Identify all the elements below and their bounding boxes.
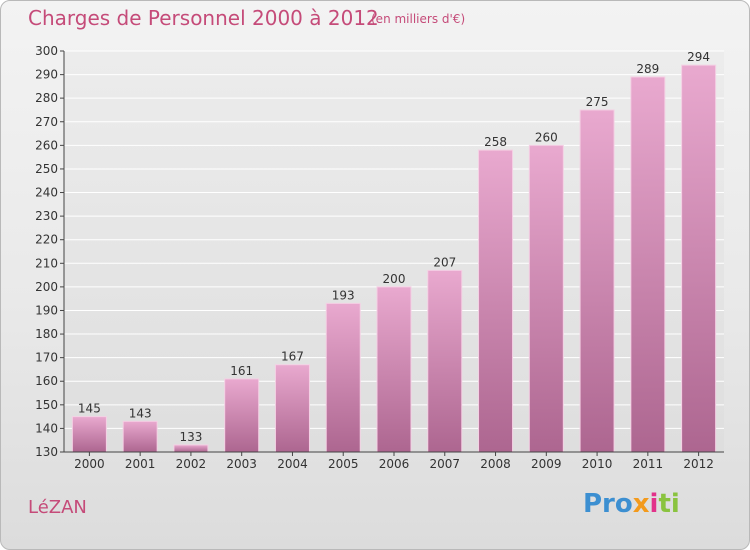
- x-tick-label: 2010: [582, 457, 613, 471]
- bar: [630, 76, 666, 453]
- bar-value-label: 161: [230, 364, 253, 378]
- logo-part-1: Pro: [583, 489, 633, 519]
- bar: [122, 420, 158, 453]
- bar-value-label: 294: [687, 50, 710, 64]
- bar-value-label: 200: [383, 272, 406, 286]
- bar-value-label: 275: [586, 95, 609, 109]
- proxiti-logo: Proxiti: [583, 489, 680, 519]
- y-tick-label: 260: [35, 138, 58, 152]
- bar: [376, 286, 412, 453]
- y-tick-label: 140: [35, 421, 58, 435]
- y-tick-label: 280: [35, 91, 58, 105]
- y-tick-label: 180: [35, 327, 58, 341]
- bar-value-label: 258: [484, 135, 507, 149]
- y-tick-label: 290: [35, 68, 58, 82]
- bar-value-label: 193: [332, 288, 355, 302]
- y-tick-label: 130: [35, 445, 58, 459]
- x-tick-label: 2007: [429, 457, 460, 471]
- bar: [325, 302, 361, 453]
- y-tick-label: 220: [35, 233, 58, 247]
- x-tick-label: 2008: [480, 457, 511, 471]
- bar-value-label: 133: [179, 430, 202, 444]
- x-tick-label: 2001: [125, 457, 156, 471]
- bar-value-label: 167: [281, 350, 304, 364]
- y-tick-label: 240: [35, 186, 58, 200]
- bar: [528, 144, 564, 453]
- bar-value-label: 289: [636, 62, 659, 76]
- y-tick-label: 230: [35, 209, 58, 223]
- bar: [427, 269, 463, 453]
- y-tick-label: 160: [35, 374, 58, 388]
- y-tick-label: 190: [35, 303, 58, 317]
- y-tick-label: 150: [35, 398, 58, 412]
- y-tick-label: 270: [35, 115, 58, 129]
- x-tick-label: 2004: [277, 457, 308, 471]
- chart-subtitle: (en milliers d'€): [371, 12, 466, 26]
- y-tick-label: 170: [35, 351, 58, 365]
- bar: [681, 64, 717, 453]
- bar: [274, 364, 310, 453]
- x-tick-label: 2006: [379, 457, 410, 471]
- x-tick-label: 2003: [226, 457, 257, 471]
- bar-value-label: 207: [433, 255, 456, 269]
- logo-part-4: ti: [658, 489, 680, 519]
- x-tick-label: 2002: [176, 457, 207, 471]
- x-tick-label: 2000: [74, 457, 105, 471]
- logo-part-2: x: [632, 489, 650, 519]
- commune-name: LéZAN: [28, 497, 87, 518]
- y-tick-label: 300: [35, 44, 58, 58]
- x-tick-label: 2011: [633, 457, 664, 471]
- y-tick-label: 250: [35, 162, 58, 176]
- bar: [478, 149, 514, 453]
- x-tick-label: 2012: [683, 457, 714, 471]
- logo-part-3: i: [649, 489, 659, 519]
- bar: [71, 416, 107, 453]
- x-tick-label: 2005: [328, 457, 359, 471]
- x-tick-label: 2009: [531, 457, 562, 471]
- y-tick-label: 210: [35, 256, 58, 270]
- bar: [224, 378, 260, 453]
- y-tick-label: 200: [35, 280, 58, 294]
- bar-value-label: 143: [129, 406, 152, 420]
- bar-value-label: 145: [78, 402, 101, 416]
- bar-value-label: 260: [535, 130, 558, 144]
- bar: [173, 444, 209, 453]
- bar: [579, 109, 615, 453]
- chart-title: Charges de Personnel 2000 à 2012: [28, 6, 379, 30]
